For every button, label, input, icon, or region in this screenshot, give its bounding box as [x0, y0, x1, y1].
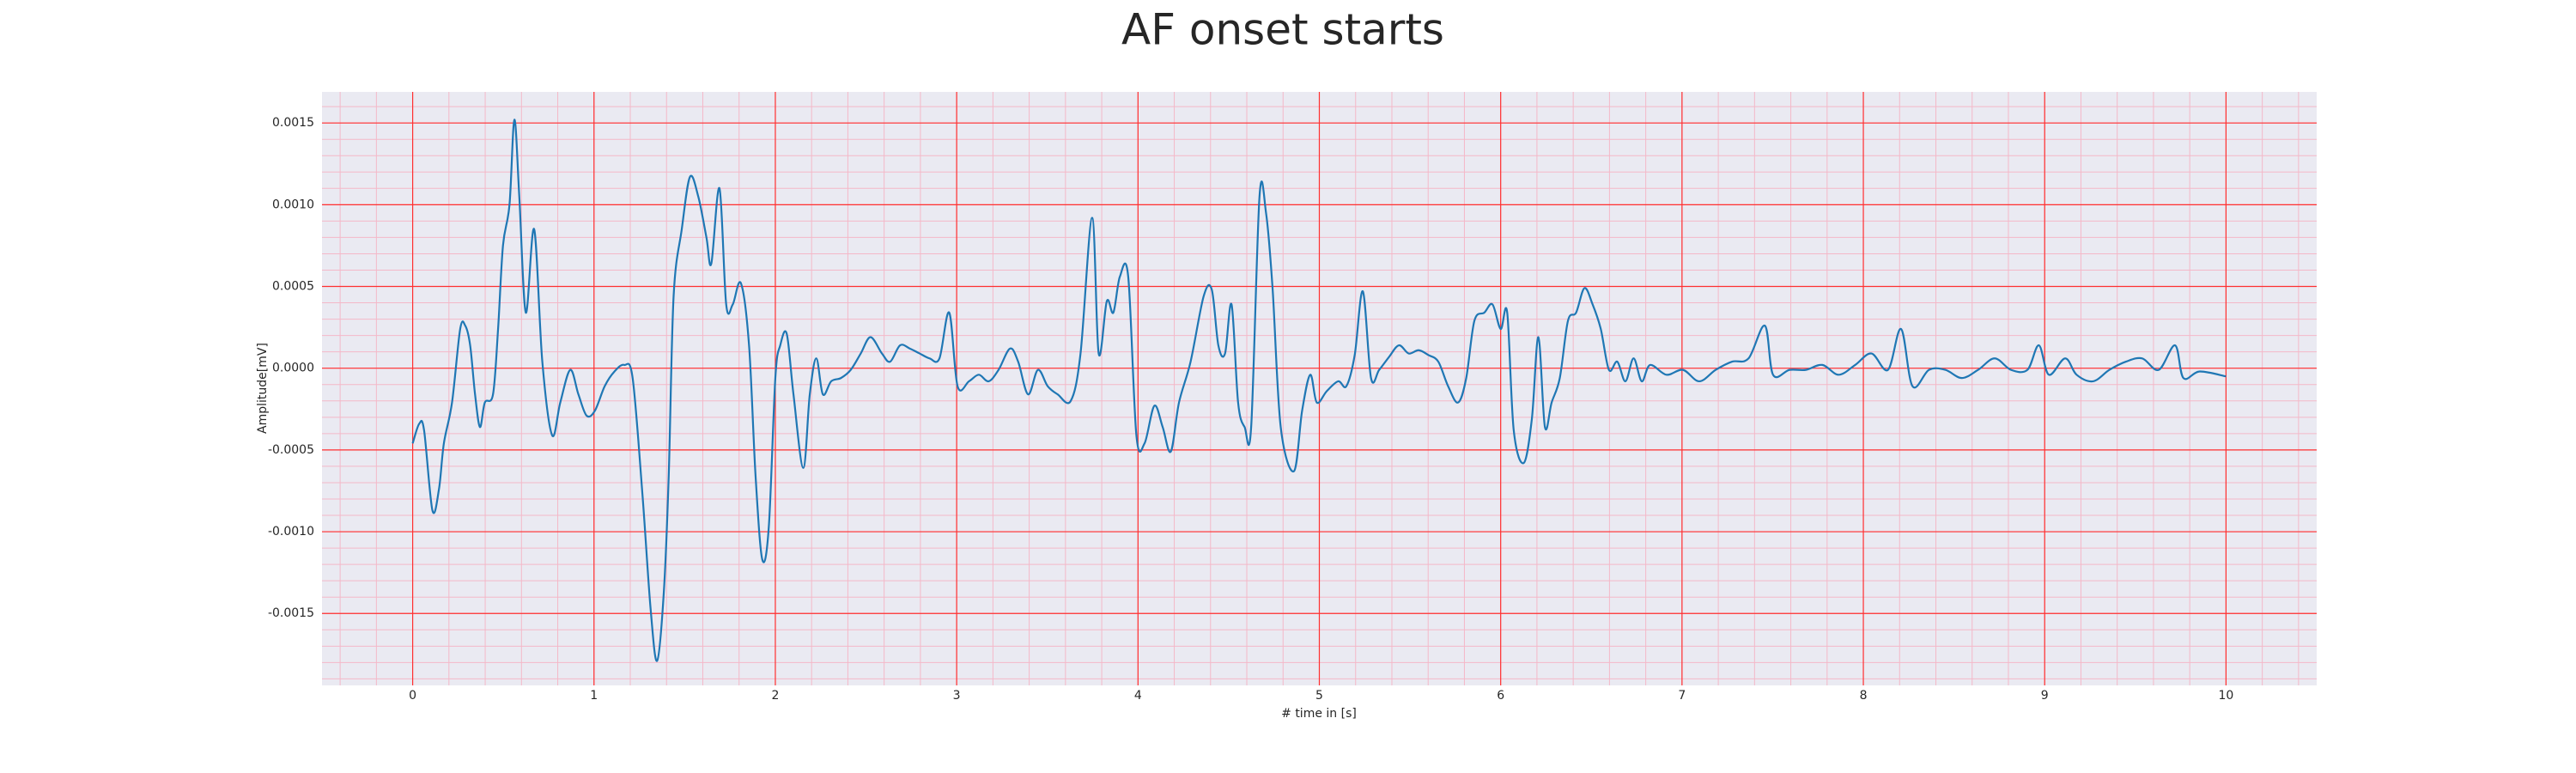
- x-tick-label: 7: [1678, 689, 1686, 703]
- x-tick-label: 8: [1860, 689, 1868, 703]
- ticks: 0 1 2 3 4 5 6 7 8 9 10 -0.0015 -0.0010 -0.0005 0.0000 0…: [268, 116, 2233, 703]
- x-tick-label: 9: [2041, 689, 2049, 703]
- y-tick-label: 0.0005: [272, 280, 314, 294]
- y-tick-label: -0.0005: [268, 443, 314, 457]
- y-tick-label: -0.0010: [268, 525, 314, 539]
- x-tick-label: 3: [953, 689, 961, 703]
- x-tick-label: 6: [1497, 689, 1504, 703]
- x-tick-label: 10: [2218, 689, 2233, 703]
- x-tick-label: 0: [409, 689, 416, 703]
- x-tick-label: 4: [1134, 689, 1142, 703]
- y-tick-label: 0.0010: [272, 198, 314, 211]
- x-axis-label: # time in [s]: [1281, 707, 1357, 721]
- y-tick-label: 0.0015: [272, 116, 314, 130]
- data: [411, 119, 2227, 662]
- chart-title: AF onset starts: [1121, 5, 1444, 55]
- y-tick-label: -0.0015: [268, 606, 314, 620]
- x-tick-label: 2: [771, 689, 779, 703]
- y-tick-label: 0.0000: [272, 362, 314, 375]
- signal-line: [411, 119, 2227, 662]
- y-axis-label: Amplitude[mV]: [256, 343, 270, 434]
- x-tick-label: 5: [1315, 689, 1323, 703]
- x-tick-label: 1: [590, 689, 598, 703]
